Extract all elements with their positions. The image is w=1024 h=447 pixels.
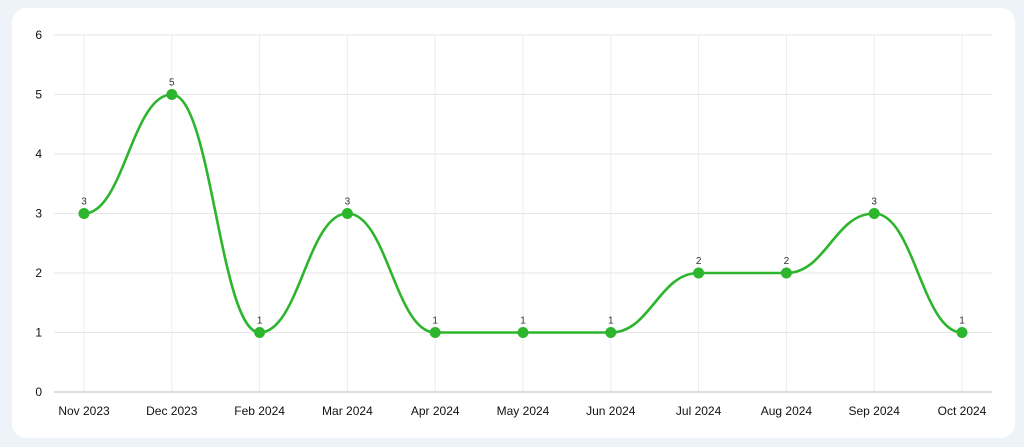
data-label: 2: [784, 256, 790, 267]
x-tick-label: Nov 2023: [58, 404, 110, 418]
data-label: 1: [520, 316, 526, 327]
data-label: 3: [345, 197, 351, 208]
x-tick-label: Sep 2024: [849, 404, 901, 418]
data-point[interactable]: [868, 208, 880, 219]
x-tick-label: Mar 2024: [322, 404, 373, 418]
data-point[interactable]: [956, 327, 968, 338]
y-tick-label: 4: [35, 147, 42, 161]
x-tick-label: Dec 2023: [146, 404, 198, 418]
x-tick-label: Aug 2024: [761, 404, 813, 418]
data-point[interactable]: [780, 267, 792, 279]
data-point[interactable]: [341, 208, 353, 219]
y-tick-label: 5: [35, 88, 42, 102]
points-layer: [78, 89, 968, 338]
data-label: 3: [871, 197, 877, 208]
data-label: 1: [432, 316, 438, 327]
data-point[interactable]: [166, 89, 178, 100]
x-tick-label: Jul 2024: [676, 404, 722, 418]
data-point[interactable]: [78, 208, 90, 219]
x-tick-label: Jun 2024: [586, 404, 636, 418]
data-point[interactable]: [517, 327, 529, 338]
x-axis: Nov 2023 Dec 2023 Feb 2024 Mar 2024 Apr 2024…: [54, 391, 992, 418]
chart-grid: [54, 34, 992, 393]
x-tick-label: May 2024: [497, 404, 550, 418]
y-tick-label: 3: [35, 207, 42, 221]
x-tick-label: Feb 2024: [234, 404, 285, 418]
data-point[interactable]: [254, 327, 266, 338]
y-tick-label: 2: [35, 266, 42, 280]
x-tick-label: Apr 2024: [411, 404, 460, 418]
data-label: 1: [959, 316, 965, 327]
data-label: 2: [696, 256, 702, 267]
data-point[interactable]: [693, 267, 705, 279]
data-label: 3: [81, 197, 87, 208]
y-axis: 0 1 2 3 4 5 6: [35, 28, 42, 399]
data-point[interactable]: [605, 327, 617, 338]
data-label: 1: [608, 316, 614, 327]
data-label: 5: [169, 78, 175, 89]
data-point[interactable]: [429, 327, 441, 338]
y-tick-label: 6: [35, 28, 42, 42]
series-layer: [82, 93, 964, 334]
x-tick-label: Oct 2024: [938, 404, 987, 418]
data-labels-layer: 3 5 1 3 1 1 1 2 2 3 1: [81, 78, 965, 327]
y-tick-label: 0: [35, 385, 42, 399]
y-tick-label: 1: [35, 326, 42, 340]
series-line: [82, 93, 964, 334]
data-label: 1: [257, 316, 263, 327]
